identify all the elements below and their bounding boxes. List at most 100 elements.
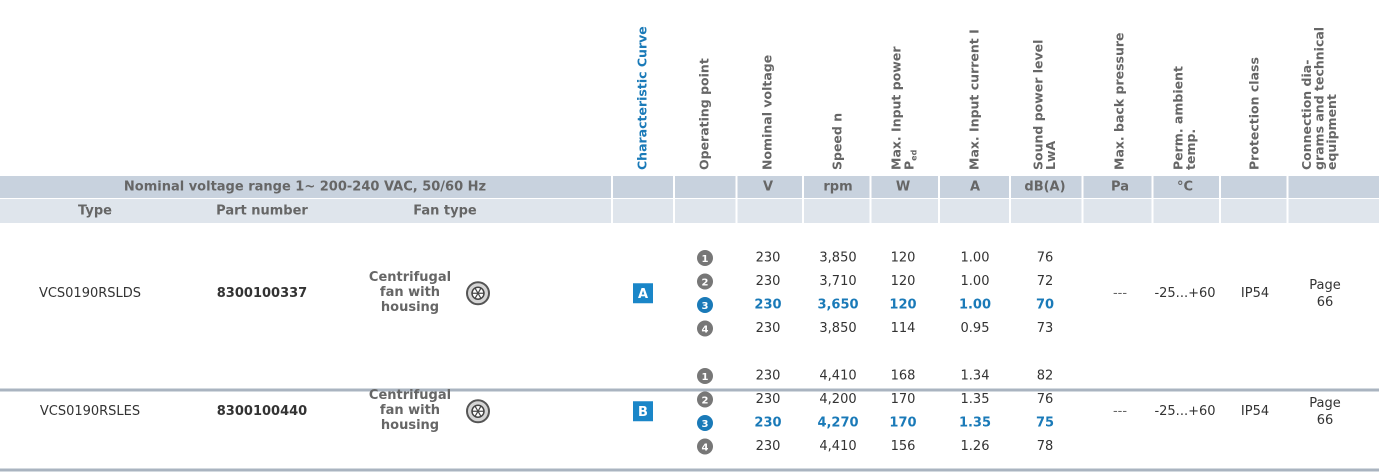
curve-box (633, 283, 653, 304)
subheader: Type (78, 204, 112, 219)
cell-current: 0.95 (961, 321, 990, 336)
operating-point-badge (697, 250, 713, 266)
cell-voltage: 230 (754, 416, 781, 431)
cell-voltage: 230 (756, 392, 781, 407)
column-header: Connection dia- (1299, 60, 1314, 170)
column-header: Perm. ambient (1170, 66, 1185, 170)
fan-type: housing (381, 418, 439, 433)
cell-power: 120 (891, 274, 916, 289)
cell-current: 1.34 (961, 369, 990, 384)
column-header: Max. back pressure (1112, 32, 1127, 170)
cell-current: 1.00 (959, 298, 991, 313)
fan-type: fan with (380, 285, 440, 300)
curve-label: A (638, 287, 648, 302)
cell-speed: 3,710 (819, 274, 856, 289)
cell-speed: 3,850 (819, 321, 856, 336)
protection-class: IP54 (1241, 404, 1269, 419)
group-header-band (0, 176, 1379, 198)
fan-type: Centrifugal (369, 388, 451, 403)
cell-power: 170 (889, 416, 916, 431)
column-header: Sound power level (1030, 40, 1045, 170)
operating-point: 3 (702, 301, 709, 312)
unit: W (896, 180, 910, 195)
cell-speed: 3,850 (819, 251, 856, 266)
unit: rpm (823, 180, 852, 195)
cell-speed: 4,270 (817, 416, 858, 431)
cell-sound: 76 (1037, 251, 1054, 266)
unit: V (763, 180, 773, 195)
fan-type: fan with (380, 403, 440, 418)
fan-icon-blade (477, 287, 482, 294)
cell-power: 120 (889, 298, 916, 313)
part-number: 8300100440 (217, 404, 307, 419)
protection-class: IP54 (1241, 286, 1269, 301)
cell-power: 170 (891, 392, 916, 407)
column-header: Operating point (697, 58, 712, 170)
cell-speed: 4,200 (819, 392, 856, 407)
cell-current: 1.00 (961, 251, 990, 266)
cell-sound: 82 (1037, 369, 1054, 384)
connection: 66 (1317, 413, 1334, 428)
operating-point: 3 (702, 419, 709, 430)
column-header: LwA (1043, 140, 1058, 170)
column-header: temp. (1183, 129, 1198, 170)
subheader: Fan type (413, 204, 477, 219)
column-header: grams and technical (1312, 27, 1327, 170)
column-header: Max. Input power (888, 46, 903, 170)
unit: Pa (1111, 180, 1129, 195)
operating-point: 1 (702, 254, 709, 265)
cell-power: 156 (891, 439, 916, 454)
cell-voltage: 230 (756, 439, 781, 454)
unit: A (970, 180, 980, 195)
cell-current: 1.26 (961, 439, 990, 454)
ambient-temp: -25...+60 (1154, 404, 1215, 419)
cell-sound: 76 (1037, 392, 1054, 407)
ambient-temp: -25...+60 (1154, 286, 1215, 301)
curve-label: B (638, 405, 648, 420)
cell-speed: 4,410 (819, 369, 856, 384)
connection: Page (1309, 396, 1340, 411)
operating-point-badge (697, 438, 713, 455)
cell-power: 120 (891, 251, 916, 266)
column-header: Max. Input current I (967, 29, 982, 170)
fan-type: Centrifugal (369, 270, 451, 285)
operating-point-badge (697, 297, 713, 313)
cell-power: 114 (891, 321, 916, 336)
symbol: P (901, 161, 916, 170)
cell-sound: 72 (1037, 274, 1054, 289)
connection: Page (1309, 278, 1340, 293)
type: VCS0190RSLES (40, 404, 140, 419)
fan-type: housing (381, 300, 439, 315)
cell-speed: 3,650 (817, 298, 858, 313)
group-header: Nominal voltage range 1~ 200-240 VAC, 50… (124, 180, 486, 195)
cell-sound: 78 (1037, 439, 1054, 454)
column-header: Nominal voltage (760, 55, 775, 170)
column-header: Characteristic Curve (635, 26, 650, 170)
cell-sound: 73 (1037, 321, 1054, 336)
cell-current: 1.00 (961, 274, 990, 289)
column-header: equipment (1324, 94, 1339, 170)
operating-point: 4 (702, 325, 709, 336)
cell-voltage: 230 (756, 274, 781, 289)
fan-icon-blade (474, 405, 479, 412)
curve-box (633, 401, 653, 422)
cell-current: 1.35 (959, 416, 991, 431)
cell-voltage: 230 (756, 251, 781, 266)
operating-point-badge (697, 273, 713, 290)
cell-speed: 4,410 (819, 439, 856, 454)
subheader-band (0, 199, 1379, 223)
column-header-symbol: Ped (901, 149, 919, 170)
fan-icon-blade (477, 292, 482, 299)
back-pressure: --- (1113, 286, 1127, 301)
subheader: Part number (216, 204, 308, 219)
cell-voltage: 230 (756, 321, 781, 336)
unit: °C (1177, 180, 1193, 195)
back-pressure: --- (1113, 404, 1127, 419)
cell-sound: 70 (1036, 298, 1054, 313)
operating-point-badge (697, 368, 713, 384)
operating-point: 2 (702, 396, 709, 407)
cell-voltage: 230 (754, 298, 781, 313)
operating-point-badge (697, 415, 713, 431)
cell-sound: 75 (1036, 416, 1054, 431)
